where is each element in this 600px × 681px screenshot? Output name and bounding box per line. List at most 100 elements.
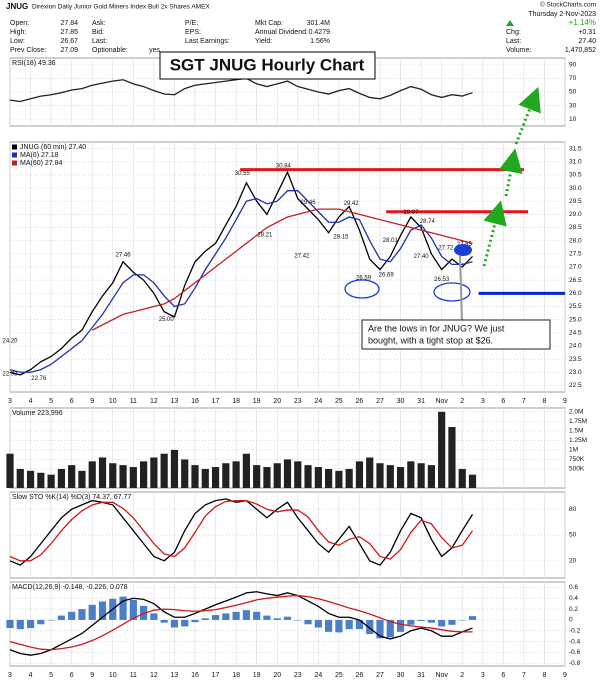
y-tick-label: -0.2 <box>569 627 581 634</box>
y-tick-label: 31.0 <box>569 158 582 165</box>
x-tick-label: 19 <box>253 398 261 405</box>
volume-bar <box>170 449 179 488</box>
x-tick-label: 12 <box>150 672 158 679</box>
y-tick-label: 26.0 <box>569 290 582 297</box>
y-tick-label: 24.5 <box>569 330 582 337</box>
volume-bar <box>407 461 415 488</box>
y-tick-label: 1.5M <box>569 428 583 435</box>
histogram-bar <box>201 618 209 620</box>
low-circle <box>344 279 380 299</box>
x-tick-label: 6 <box>70 398 74 405</box>
histogram-bar <box>345 619 353 630</box>
volume-bar <box>37 472 45 488</box>
y-tick-label: 26.5 <box>569 277 582 284</box>
price-label: 27.46 <box>116 252 132 258</box>
volume-bar <box>160 453 168 488</box>
legend-swatch <box>12 160 17 166</box>
price-label: 28.74 <box>420 219 436 225</box>
histogram-bar <box>211 615 220 620</box>
x-tick-label: 16 <box>191 672 199 679</box>
volume-bar <box>140 461 148 488</box>
x-tick-label: 30 <box>397 672 405 679</box>
x-tick-label: 2 <box>460 398 464 405</box>
y-tick-label: 23.5 <box>569 356 582 363</box>
field-label: Bid: <box>92 29 104 36</box>
histogram-bar <box>396 619 405 632</box>
x-tick-label: 17 <box>212 672 220 679</box>
volume-bar <box>119 465 127 488</box>
y-tick-label: 1M <box>569 447 578 454</box>
x-tick-label: 11 <box>130 672 137 679</box>
volume-bar <box>6 453 14 488</box>
x-tick-label: Nov <box>435 672 448 679</box>
price-label: 28.15 <box>333 234 349 240</box>
series-line <box>9 170 473 376</box>
x-tick-label: 3 <box>8 398 12 405</box>
x-tick-label: 9 <box>90 398 94 405</box>
volume-bar <box>16 468 24 488</box>
volume-bar <box>57 468 65 488</box>
histogram-bar <box>427 619 435 623</box>
price-label: 26.59 <box>356 275 372 281</box>
x-tick-label: 20 <box>273 672 281 679</box>
x-tick-label: 3 <box>481 398 485 405</box>
histogram-bar <box>181 619 189 627</box>
histogram-bar <box>222 613 230 620</box>
histogram-bar <box>26 619 35 629</box>
price-label: 22.93 <box>2 372 18 378</box>
y-tick-label: 31.5 <box>569 145 582 152</box>
y-tick-label: 27.0 <box>569 264 582 271</box>
price-label: 28.21 <box>257 233 273 239</box>
volume-bar <box>458 468 466 488</box>
y-tick-label: 28.0 <box>569 237 582 244</box>
x-tick-label: 24 <box>314 672 322 679</box>
header: JNUG Direxion Daily Junior Gold Miners I… <box>6 1 596 54</box>
histogram-bar <box>273 618 281 620</box>
y-tick-label: 0 <box>569 617 573 624</box>
y-tick-label: 500K <box>569 466 585 473</box>
field-label: Prev Close: <box>10 47 46 54</box>
y-tick-label: -0.8 <box>569 660 581 667</box>
volume-bar <box>396 467 405 488</box>
y-tick-label: 24.0 <box>569 343 582 350</box>
y-tick-label: 27.5 <box>569 251 582 258</box>
histogram-bar <box>283 616 292 620</box>
y-tick-label: 750K <box>569 456 585 463</box>
field-label: Low: <box>10 38 25 45</box>
volume-bar <box>181 459 189 488</box>
y-tick-label: 30 <box>569 102 577 109</box>
volume-bar <box>150 457 158 488</box>
quote-value: 27.40 <box>578 38 596 45</box>
y-tick-label: 0.4 <box>569 595 578 602</box>
price-label: 27.72 <box>438 246 454 252</box>
volume-bar <box>211 467 220 488</box>
histogram-bar <box>98 601 107 620</box>
date: Thursday 2-Nov-2023 <box>528 11 596 18</box>
histogram-bar <box>129 599 137 620</box>
legend-label: MA(6) 27.18 <box>20 152 59 159</box>
y-tick-label: 50 <box>569 532 577 539</box>
y-tick-label: 25.0 <box>569 316 582 323</box>
field-label: Last: <box>92 38 107 45</box>
quote-value: 1,470,852 <box>565 47 596 54</box>
volume-bar <box>78 470 86 488</box>
pointer <box>459 255 463 323</box>
x-tick-label: 16 <box>191 398 199 405</box>
histogram-bar <box>78 609 86 620</box>
y-tick-label: 25.5 <box>569 303 582 310</box>
volume-bar <box>304 465 312 488</box>
field-value: 301.4M <box>307 20 331 27</box>
histogram-bar <box>150 613 158 620</box>
x-tick-label: 6 <box>501 672 505 679</box>
x-tick-label: 13 <box>171 672 179 679</box>
y-tick-label: 1.25M <box>569 437 587 444</box>
field-label: High: <box>10 29 26 36</box>
panel-title: Volume 223,996 <box>12 410 63 417</box>
histogram-bar <box>314 619 322 628</box>
histogram-bar <box>16 619 24 630</box>
x-tick-label: 18 <box>232 672 240 679</box>
y-tick-label: -0.4 <box>569 638 581 645</box>
histogram-bar <box>335 619 343 633</box>
low-circle <box>433 282 471 302</box>
series-line <box>9 594 473 651</box>
